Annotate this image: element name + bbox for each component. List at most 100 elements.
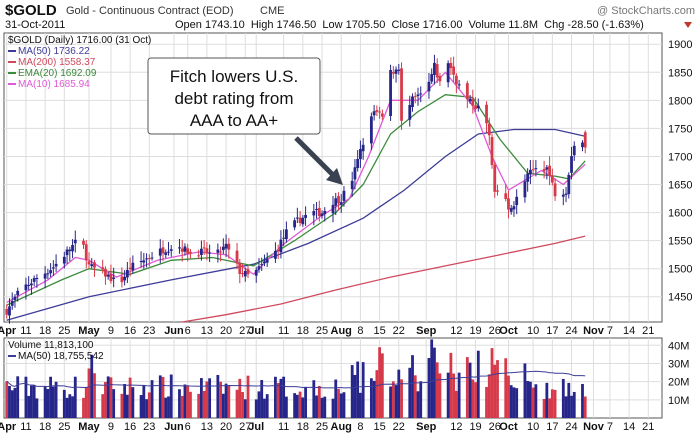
volume-bar <box>260 380 264 418</box>
price-bar-body <box>512 206 516 210</box>
price-bar-body <box>457 84 461 86</box>
price-bar-body <box>474 105 477 109</box>
volume-bar <box>68 394 72 418</box>
volume-bar <box>408 367 412 418</box>
price-bar-body <box>471 98 475 106</box>
price-bar-body <box>54 263 58 267</box>
price-bar-body <box>87 261 91 265</box>
price-bar-body <box>391 72 395 74</box>
price-bar-body <box>454 75 458 85</box>
price-bar-body <box>142 260 146 263</box>
price-bar-body <box>260 264 264 266</box>
volume-bar <box>189 391 192 418</box>
price-bar-body <box>202 247 206 249</box>
volume-bar <box>361 362 365 418</box>
volume-bar <box>567 382 571 418</box>
price-bar-body <box>238 263 242 274</box>
volume-bar <box>221 393 225 418</box>
volume-bar <box>282 376 286 418</box>
volume-bar <box>449 352 453 418</box>
price-x-tick-label: Jun <box>164 325 184 337</box>
volume-bar <box>169 374 173 418</box>
price-bar-body <box>32 278 36 282</box>
price-bar-body <box>408 104 412 120</box>
volume-bar <box>139 395 143 418</box>
price-bar-body <box>145 258 148 260</box>
volume-bar <box>334 379 338 418</box>
price-bar-body <box>548 165 551 176</box>
price-bar-body <box>411 96 414 108</box>
price-tick-label: 1700 <box>668 151 692 163</box>
price-bar-body <box>167 251 170 253</box>
volume-x-tick-label: 25 <box>58 421 70 433</box>
price-bar-body <box>150 257 154 259</box>
price-bar-body <box>397 69 401 71</box>
volume-bar <box>27 395 31 418</box>
price-bar-body <box>572 145 576 156</box>
volume-bar <box>131 387 135 418</box>
price-bar-body <box>550 176 554 183</box>
quote-line: Open 1743.10 High 1746.50 Low 1705.50 Cl… <box>175 19 644 31</box>
volume-bar <box>356 361 360 418</box>
price-bar-body <box>400 68 403 121</box>
price-x-tick-label: Sep <box>416 325 436 337</box>
price-bar-body <box>216 249 220 253</box>
price-x-tick-label: Aug <box>331 325 352 337</box>
volume-bar <box>265 394 269 418</box>
fitch-annotation: Fitch lowers U.S. debt rating from AAA t… <box>147 57 343 185</box>
price-x-tick-label: 19 <box>469 325 481 337</box>
price-bar-body <box>62 256 66 264</box>
volume-bar <box>512 387 516 418</box>
volume-bar <box>241 391 244 418</box>
price-bar-body <box>8 306 11 316</box>
volume-x-tick-label: 17 <box>546 421 558 433</box>
price-x-tick-label: 9 <box>108 325 114 337</box>
price-bar-body <box>5 308 9 315</box>
volume-bar <box>468 362 472 418</box>
ma-line-ma200 <box>182 235 586 323</box>
price-bar-body <box>243 270 247 277</box>
price-bar-body <box>353 167 357 180</box>
price-bar-body <box>24 284 28 291</box>
volume-bar <box>534 384 538 418</box>
volume-bar <box>411 355 414 418</box>
volume-bar <box>542 398 546 418</box>
price-x-tick-label: 25 <box>316 325 328 337</box>
price-bar-body <box>93 262 96 268</box>
volume-x-tick-label: 18 <box>39 421 51 433</box>
price-bar-body <box>317 207 321 216</box>
price-bar-body <box>435 64 439 78</box>
price-x-tick-label: 15 <box>373 325 385 337</box>
volume-bar <box>51 386 55 418</box>
price-bar-body <box>468 98 472 102</box>
price-bar-body <box>246 269 250 275</box>
volume-bar <box>235 389 239 418</box>
volume-bar <box>331 398 335 418</box>
price-bar-body <box>369 116 373 144</box>
annotation-line-2: debt rating from <box>174 89 293 108</box>
price-bar-body <box>375 110 379 112</box>
price-bar-body <box>169 249 173 251</box>
price-legend-label: MA(10) 1685.94 <box>18 79 90 90</box>
price-bar-body <box>183 246 187 252</box>
volume-x-tick-label: Apr <box>0 421 17 433</box>
price-bar-body <box>49 270 53 274</box>
price-tick-label: 1600 <box>668 208 692 220</box>
price-bar-body <box>128 267 132 270</box>
price-x-tick-label: 27 <box>239 325 251 337</box>
price-tick-label: 1550 <box>668 236 692 248</box>
price-x-tick-label: 22 <box>393 325 405 337</box>
price-x-tick-label: 7 <box>607 325 613 337</box>
price-legend-title: $GOLD (Daily) 1716.00 (31 Oct) <box>8 35 151 46</box>
volume-bar <box>145 399 148 418</box>
price-tick-label: 1750 <box>668 123 692 135</box>
price-bar-body <box>101 267 105 270</box>
price-bar-body <box>147 258 151 260</box>
price-bar-body <box>372 111 376 116</box>
price-bar-body <box>394 69 398 74</box>
price-bar-body <box>493 164 497 192</box>
volume-bar <box>24 376 28 418</box>
volume-tick-label: 10M <box>668 395 689 407</box>
quote-date: 31-Oct-2011 <box>5 19 65 31</box>
